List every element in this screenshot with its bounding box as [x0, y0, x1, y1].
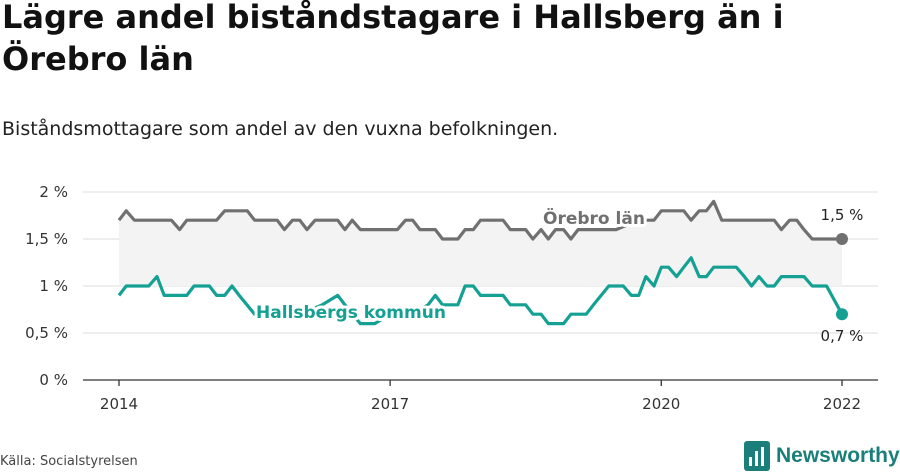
y-tick-label: 0 %	[39, 371, 68, 389]
end-value-label: 1,5 %	[821, 206, 864, 224]
series-line	[117, 256, 844, 326]
source-note: Källa: Socialstyrelsen	[0, 454, 138, 469]
series-label: Hallsbergs kommun	[256, 303, 446, 323]
y-tick-label: 1,5 %	[25, 230, 68, 248]
x-tick-label: 2014	[100, 395, 138, 413]
y-tick-label: 1 %	[39, 277, 68, 295]
newsworthy-logo[interactable]: Newsworthy	[744, 441, 900, 471]
series-label: Örebro län	[543, 207, 645, 229]
x-tick-label: 2022	[823, 395, 861, 413]
x-tick-label: 2017	[371, 395, 409, 413]
y-tick-label: 0,5 %	[25, 324, 68, 342]
x-tick-label: 2020	[642, 395, 680, 413]
county-band	[119, 201, 842, 286]
chart-subtitle: Biståndsmottagare som andel av den vuxna…	[2, 118, 559, 140]
end-point-marker	[836, 308, 848, 321]
chart-title: Lägre andel biståndstagare i Hallsberg ä…	[2, 0, 784, 78]
brand-name: Newsworthy	[776, 444, 900, 467]
newsworthy-logo-icon	[744, 441, 770, 471]
end-value-label: 0,7 %	[821, 327, 864, 345]
series-line	[117, 199, 842, 241]
y-tick-label: 2 %	[39, 183, 68, 201]
line-chart: 0 % 0,5 % 1 % 1,5 % 2 % 2014 2017 2020 2022 Örebr…	[25, 183, 878, 413]
end-point-marker	[836, 233, 848, 245]
